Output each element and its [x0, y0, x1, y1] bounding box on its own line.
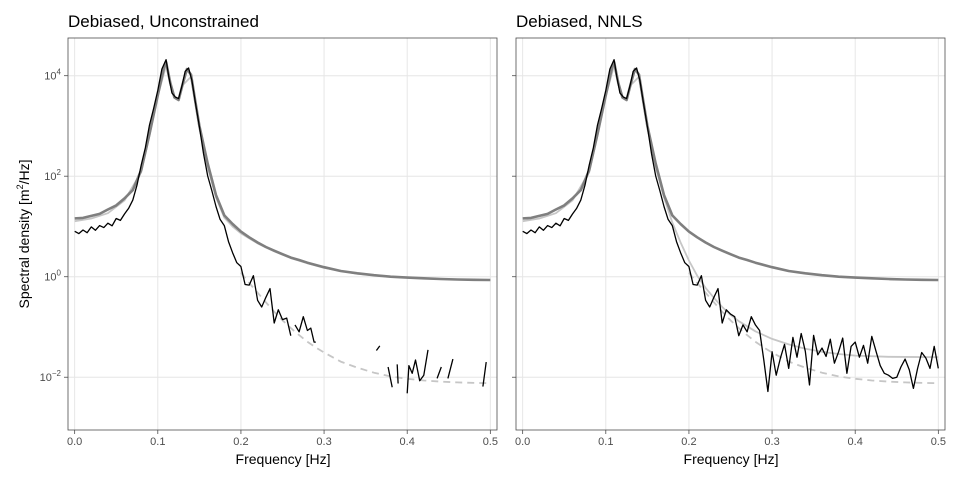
x-tick-label: 0.3 — [764, 436, 779, 448]
y-axis-title: Spectral density [m2/Hz] — [15, 160, 32, 309]
series-line-2 — [74, 64, 491, 281]
panel-nnls: Debiased, NNLS Frequency [Hz] 0.0 0.1 0.2 0… — [512, 12, 946, 467]
grid — [68, 38, 497, 430]
panel-frame — [67, 37, 498, 431]
dashed-series-line-3 — [688, 272, 939, 385]
x-tick-label: 0.4 — [848, 436, 863, 448]
series-line-0 — [522, 59, 939, 393]
y-tick-label: 100 — [44, 269, 61, 284]
x-tick-label: 0.3 — [316, 436, 331, 448]
x-axis-title-nnls: Frequency [Hz] — [684, 451, 779, 467]
dashed-series-line-3 — [240, 272, 491, 385]
panel-frame — [515, 37, 946, 431]
series-group — [522, 59, 939, 393]
x-tick-label: 0.0 — [67, 436, 82, 448]
series-group — [74, 59, 491, 394]
x-axis-title-unconstrained: Frequency [Hz] — [236, 451, 331, 467]
y-tick-label: 102 — [44, 168, 61, 183]
x-tick-label: 0.5 — [931, 436, 946, 448]
x-tick-label: 0.1 — [598, 436, 613, 448]
y-tick-label: 104 — [44, 68, 61, 83]
x-tick-label: 0.5 — [483, 436, 498, 448]
x-tick-label: 0.1 — [150, 436, 165, 448]
panel-title-nnls: Debiased, NNLS — [516, 12, 643, 31]
panel-unconstrained: Debiased, Unconstrained Frequency [Hz] 0… — [40, 12, 498, 467]
series-line-1 — [522, 60, 939, 282]
x-tick-label: 0.2 — [681, 436, 696, 448]
x-tick-label: 0.4 — [400, 436, 415, 448]
grid — [516, 38, 945, 430]
y-tick-label: 10−2 — [40, 369, 62, 384]
x-tick-label: 0.2 — [233, 436, 248, 448]
x-tick-label: 0.0 — [515, 436, 530, 448]
series-line-0 — [74, 59, 487, 394]
series-line-1 — [74, 60, 491, 282]
panel-title-unconstrained: Debiased, Unconstrained — [68, 12, 259, 31]
